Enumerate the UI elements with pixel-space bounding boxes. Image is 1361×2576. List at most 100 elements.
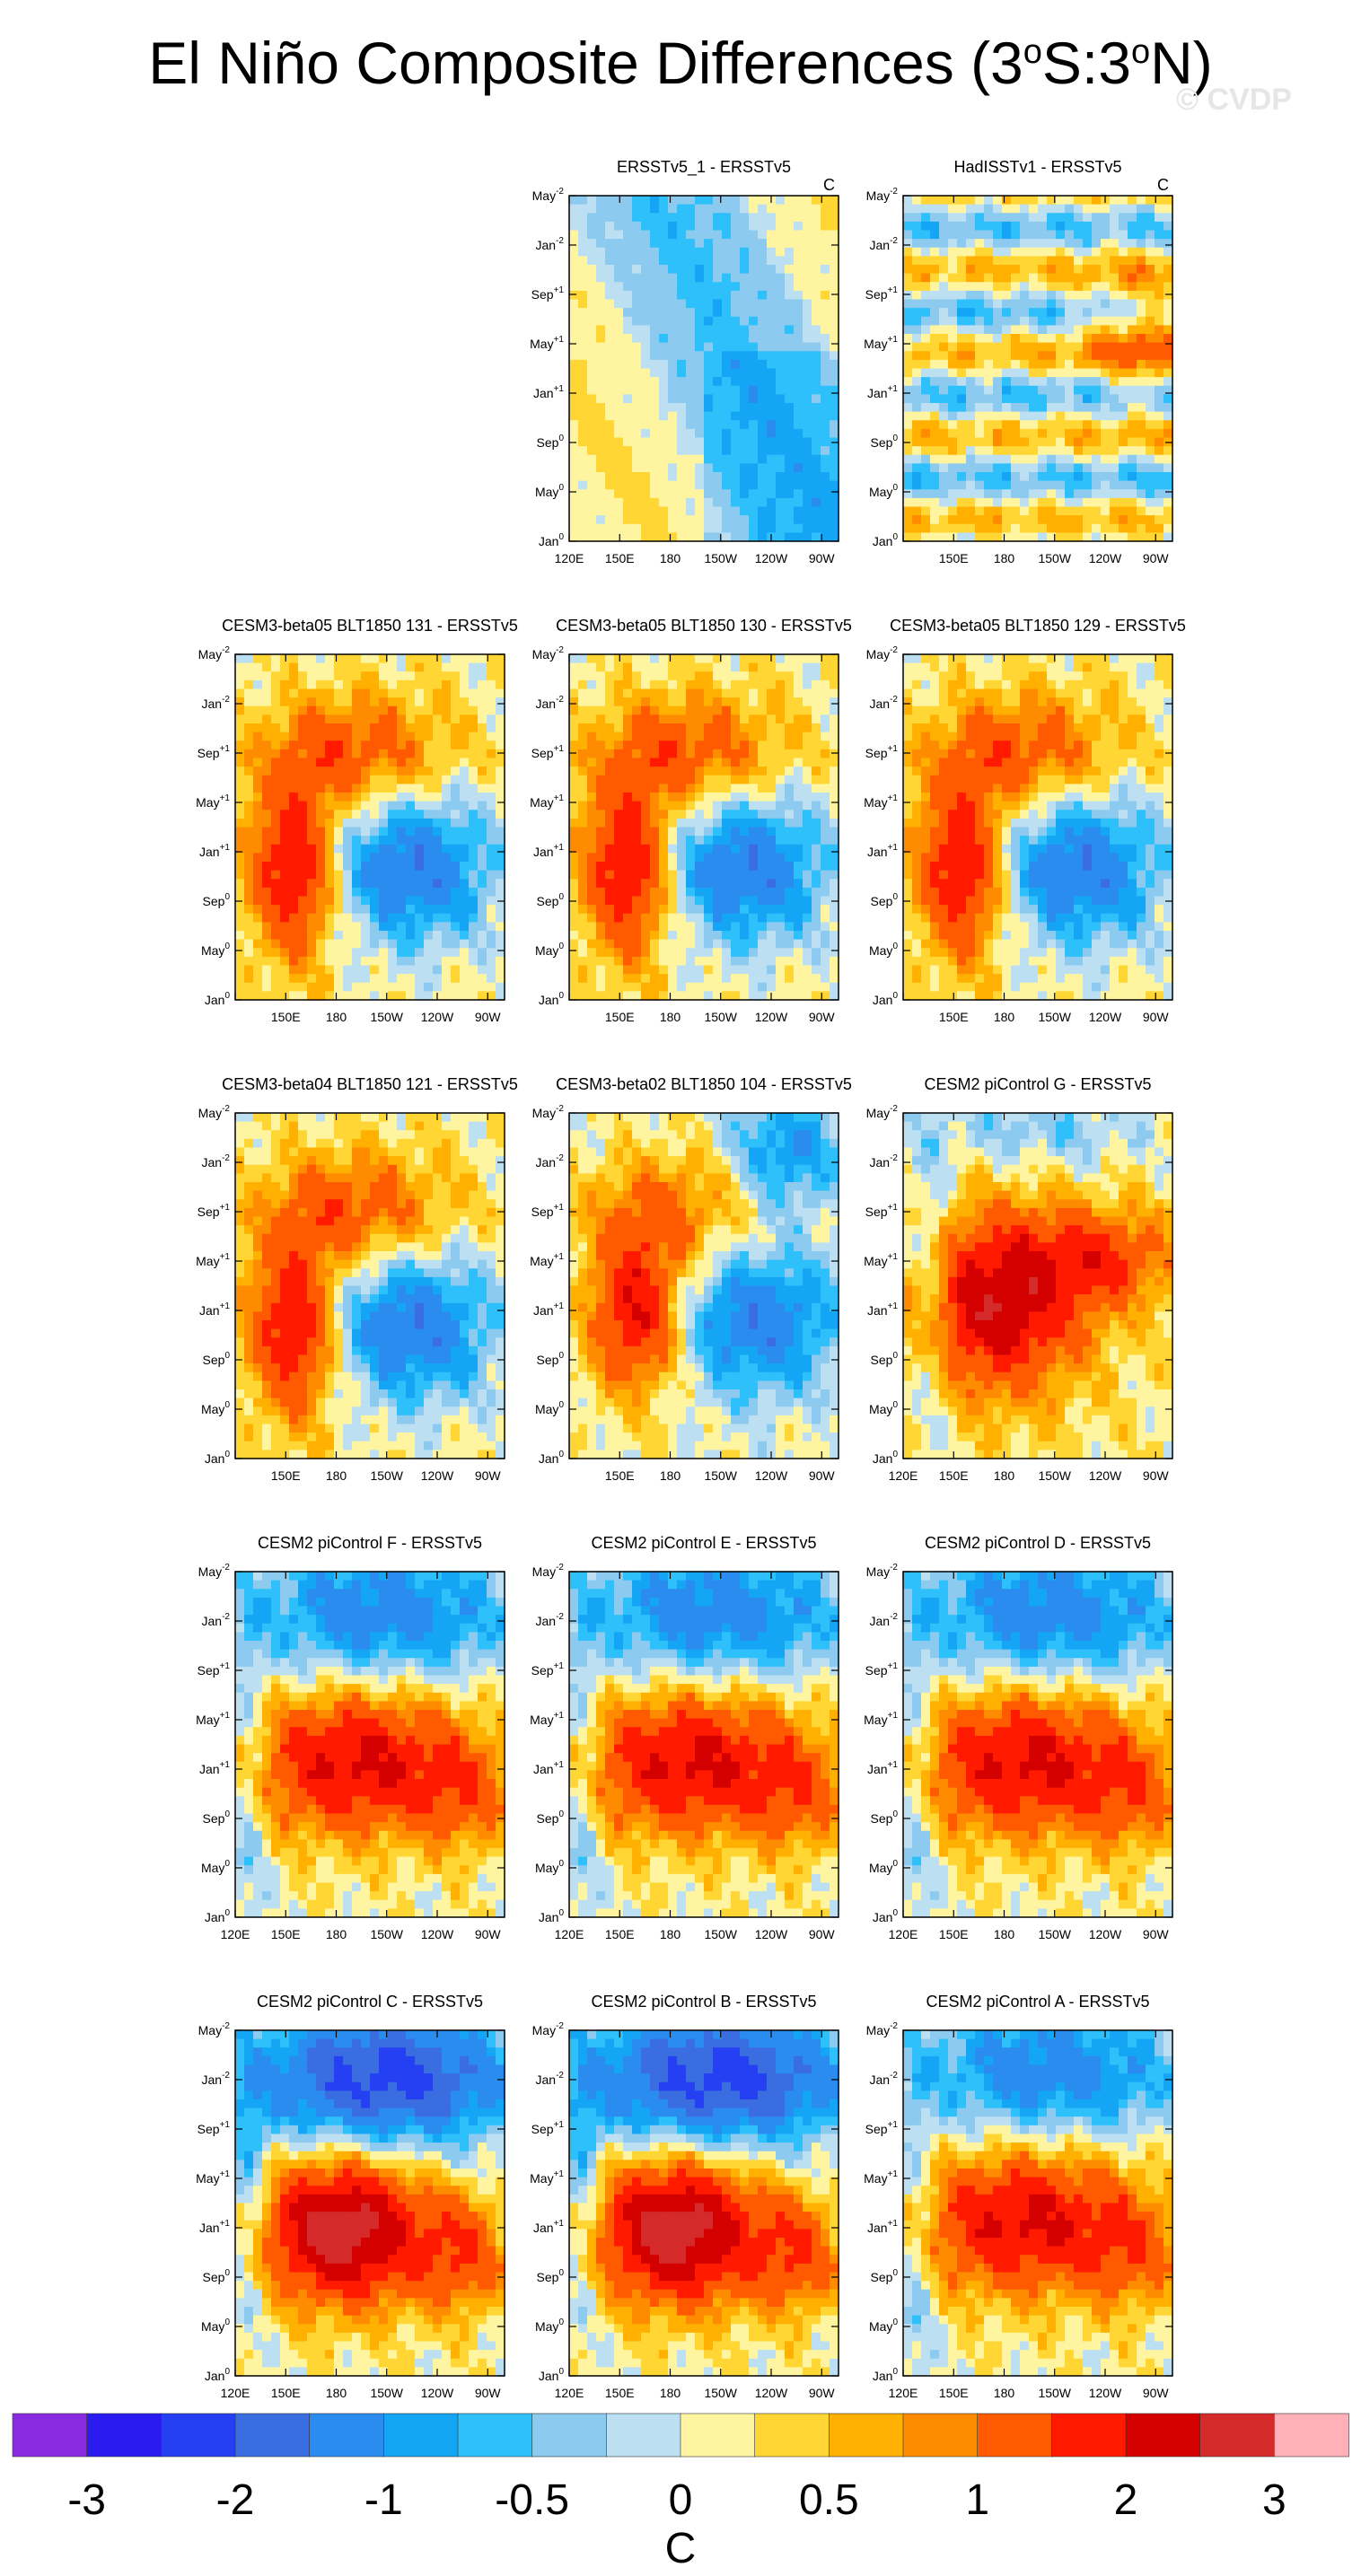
heatmap-cell	[1020, 316, 1030, 326]
heatmap-cell	[478, 758, 487, 767]
heatmap-cell	[794, 265, 803, 275]
heatmap-cell	[578, 342, 588, 352]
heatmap-cell	[695, 256, 705, 266]
heatmap-cell	[289, 844, 299, 854]
heatmap-cell	[280, 922, 290, 932]
heatmap-cell	[1038, 515, 1048, 525]
heatmap-cell	[1092, 221, 1102, 232]
heatmap-cell	[460, 662, 470, 672]
heatmap-cell	[830, 922, 839, 932]
heatmap-cell	[695, 480, 705, 490]
heatmap-cell	[704, 273, 714, 283]
heatmap-cell	[740, 714, 750, 724]
heatmap-cell	[352, 688, 362, 698]
heatmap-cell	[623, 870, 633, 880]
heatmap-cell	[343, 939, 353, 949]
heatmap-cell	[361, 827, 371, 837]
heatmap-cell	[578, 714, 588, 724]
heatmap-cell	[370, 758, 380, 767]
heatmap-cell	[451, 956, 461, 967]
heatmap-cell	[1083, 472, 1093, 482]
heatmap-cell	[496, 654, 505, 664]
heatmap-cell	[975, 377, 985, 387]
heatmap-cell	[433, 732, 443, 741]
heatmap-cell	[641, 913, 651, 923]
heatmap-cell	[605, 836, 615, 846]
heatmap-cell	[487, 931, 496, 941]
heatmap-cell	[487, 705, 496, 715]
heatmap-cell	[740, 836, 750, 846]
heatmap-cell	[948, 532, 958, 542]
heatmap-cell	[767, 239, 777, 249]
heatmap-cell	[632, 411, 642, 421]
heatmap-cell	[361, 974, 371, 984]
heatmap-cell	[722, 454, 732, 464]
heatmap-cell	[776, 723, 786, 733]
heatmap-cell	[352, 870, 362, 880]
heatmap-cell	[776, 740, 786, 750]
heatmap-cell	[767, 784, 777, 793]
heatmap-cell	[686, 887, 696, 898]
heatmap-cell	[749, 247, 759, 257]
heatmap-cell	[632, 767, 642, 776]
heatmap-cell	[912, 480, 922, 490]
heatmap-cell	[361, 775, 371, 784]
heatmap-cell	[677, 515, 687, 525]
heatmap-cell	[731, 463, 741, 473]
heatmap-cell	[253, 896, 263, 906]
heatmap-cell	[984, 359, 994, 370]
heatmap-cell	[623, 480, 633, 490]
heatmap-cell	[704, 965, 714, 975]
heatmap-cell	[758, 922, 768, 932]
heatmap-cell	[930, 290, 940, 301]
heatmap-cell	[668, 879, 678, 889]
heatmap-cell	[668, 905, 678, 915]
heatmap-cell	[776, 922, 786, 932]
heatmap-cell	[830, 532, 839, 542]
heatmap-cell	[1163, 385, 1173, 395]
heatmap-cell	[244, 879, 254, 889]
heatmap-cell	[469, 922, 479, 932]
heatmap-cell	[487, 887, 496, 898]
heatmap-cell	[1083, 325, 1093, 335]
heatmap-cell	[587, 697, 597, 707]
heatmap-cell	[433, 879, 443, 889]
heatmap-cell	[713, 316, 723, 326]
heatmap-cell	[244, 965, 254, 975]
heatmap-cell	[975, 437, 985, 447]
heatmap-cell	[1029, 489, 1039, 499]
heatmap-cell	[1163, 532, 1173, 542]
heatmap-cell	[939, 196, 949, 206]
heatmap-cell	[496, 862, 505, 872]
heatmap-cell	[686, 853, 696, 863]
heatmap-cell	[271, 688, 281, 698]
heatmap-cell	[903, 247, 913, 257]
heatmap-cell	[253, 965, 263, 975]
heatmap-cell	[993, 454, 1003, 464]
heatmap-cell	[966, 325, 976, 335]
y-tick-label: Jan-2	[536, 695, 565, 711]
heatmap-cell	[569, 299, 579, 309]
heatmap-cell	[794, 688, 803, 698]
heatmap-cell	[713, 844, 723, 854]
heatmap-cell	[659, 463, 669, 473]
heatmap-cell	[370, 801, 380, 810]
heatmap-cell	[704, 394, 714, 404]
heatmap-cell	[379, 853, 389, 863]
heatmap-cell	[1119, 299, 1128, 309]
heatmap-cell	[379, 991, 389, 1001]
heatmap-cell	[1029, 385, 1039, 395]
heatmap-cell	[1155, 342, 1164, 352]
heatmap-cell	[569, 204, 579, 214]
heatmap-cell	[1038, 316, 1048, 326]
heatmap-cell	[740, 273, 750, 283]
heatmap-cell	[767, 853, 777, 863]
heatmap-cell	[966, 437, 976, 447]
heatmap-cell	[659, 982, 669, 992]
heatmap-cell	[966, 204, 976, 214]
heatmap-cell	[388, 688, 398, 698]
heatmap-cell	[776, 394, 786, 404]
y-tick-label: May-2	[866, 187, 899, 203]
heatmap-cell	[578, 931, 588, 941]
heatmap-cell	[677, 688, 687, 698]
